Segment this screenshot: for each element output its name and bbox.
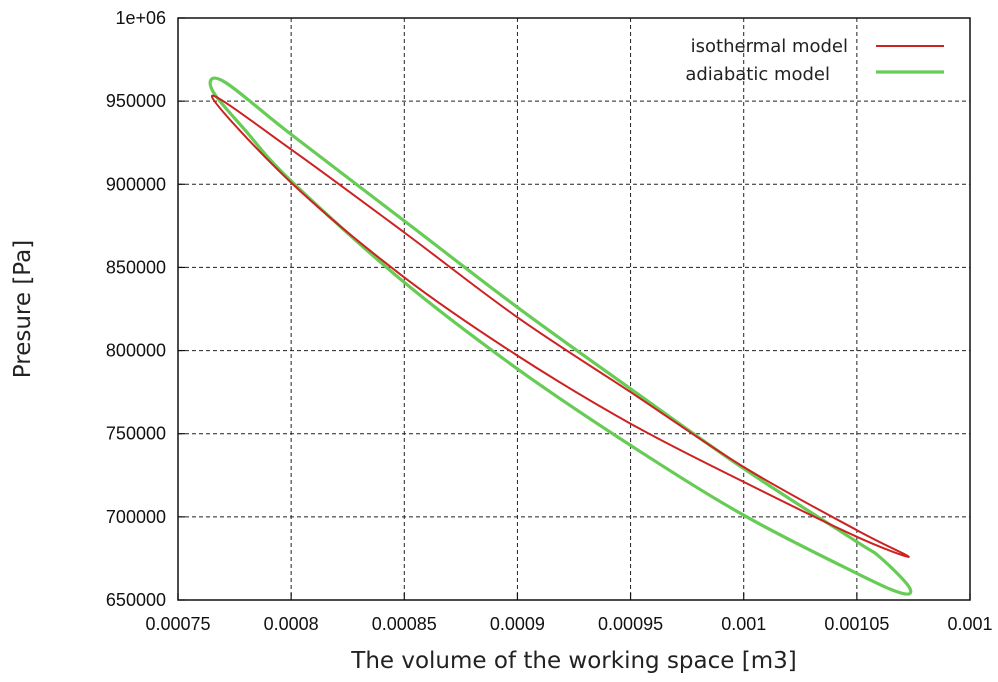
x-tick-label: 0.00105: [824, 614, 889, 634]
x-tick-label: 0.00085: [372, 614, 437, 634]
grid-lines: [177, 17, 971, 601]
y-tick-label: 700000: [106, 507, 166, 527]
x-tick-label: 0.00075: [145, 614, 210, 634]
x-axis-title: The volume of the working space [m3]: [350, 648, 796, 674]
y-tick-label: 950000: [106, 91, 166, 111]
y-tick-label: 850000: [106, 257, 166, 277]
legend-label-isothermal: isothermal model: [691, 36, 848, 57]
y-tick-label: 900000: [106, 174, 166, 194]
legend: isothermal model adiabatic model: [685, 36, 944, 85]
x-tick-label: 0.00095: [598, 614, 663, 634]
x-tick-label: 0.0009: [490, 614, 545, 634]
x-tick-labels: 0.00075 0.0008 0.00085 0.0009 0.00095 0.001 0.…: [145, 614, 992, 634]
plot-frame: [177, 17, 971, 601]
adiabatic-model-line: [208, 76, 913, 596]
y-tick-label: 650000: [106, 590, 166, 610]
x-tick-label: 0.0008: [264, 614, 319, 634]
x-tick-label: 0.001: [947, 614, 992, 634]
y-tick-label: 1e+06: [115, 8, 166, 28]
x-tick-label: 0.001: [721, 614, 766, 634]
y-tick-label: 800000: [106, 341, 166, 361]
series-lines: [208, 76, 913, 596]
isothermal-model-line: [210, 94, 910, 558]
legend-label-adiabatic: adiabatic model: [685, 64, 830, 85]
y-tick-labels: 650000 700000 750000 800000 850000 900000 9500…: [106, 8, 166, 610]
y-tick-label: 750000: [106, 424, 166, 444]
y-axis-title: Presure [Pa]: [10, 240, 36, 378]
